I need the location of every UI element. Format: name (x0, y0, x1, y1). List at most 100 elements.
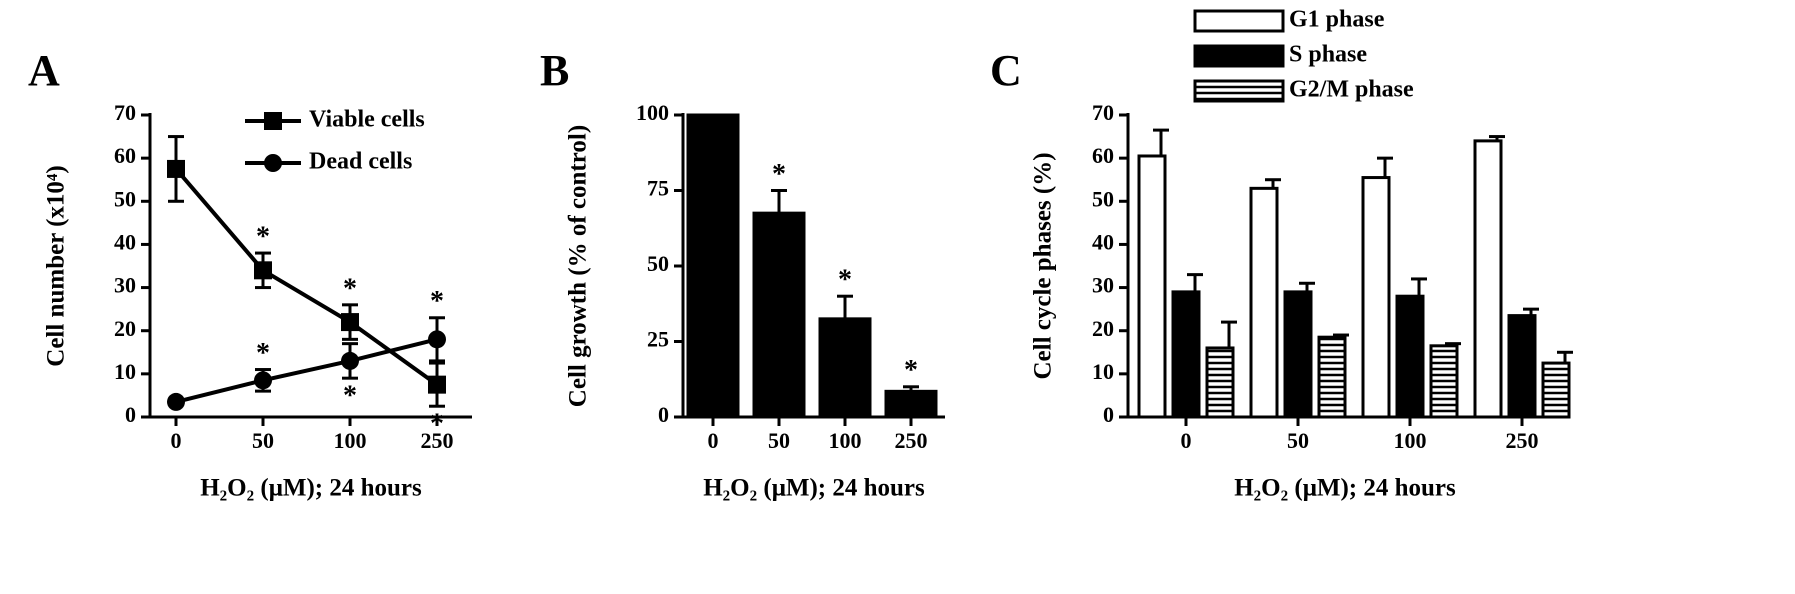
bar (1473, 139, 1503, 419)
y-tick-label: 70 (114, 100, 136, 125)
data-point (341, 351, 359, 370)
error-bar (1187, 273, 1203, 292)
x-tick-label: 250 (1506, 428, 1539, 453)
significance-marker: * (430, 409, 444, 440)
significance-marker: * (256, 221, 270, 252)
x-tick-label: 0 (171, 428, 182, 453)
error-bar (1489, 135, 1505, 141)
y-tick-label: 10 (1092, 359, 1114, 384)
bar (1361, 176, 1391, 419)
bar (686, 113, 740, 419)
y-tick-label: 40 (1092, 229, 1114, 254)
significance-marker: * (430, 286, 444, 317)
y-tick-label: 60 (1092, 143, 1114, 168)
data-point (254, 261, 272, 280)
panel-label: A (28, 46, 60, 95)
legend-label: G1 phase (1289, 7, 1385, 33)
error-bar (1333, 333, 1349, 338)
y-tick-label: 50 (1092, 186, 1114, 211)
data-point (254, 371, 272, 390)
legend-marker (264, 112, 282, 130)
significance-marker: * (904, 355, 918, 386)
x-tick-label: 100 (829, 428, 862, 453)
x-tick-label: 50 (252, 428, 274, 453)
bar (1283, 290, 1313, 419)
error-bar (1523, 307, 1539, 316)
legend-label: Dead cells (309, 149, 412, 175)
error-bar (1221, 320, 1237, 348)
y-tick-label: 10 (114, 359, 136, 384)
y-tick-label: 30 (1092, 273, 1114, 298)
y-tick-label: 0 (125, 402, 136, 427)
error-bar (1377, 156, 1393, 178)
legend-label: Viable cells (309, 107, 425, 133)
y-tick-label: 0 (1103, 402, 1114, 427)
x-axis-label: H₂O₂ (μM); 24 hours (703, 475, 925, 502)
x-tick-label: 50 (1287, 428, 1309, 453)
bar (818, 317, 872, 419)
error-bar (771, 189, 787, 214)
x-tick-label: 50 (768, 428, 790, 453)
y-tick-label: 25 (647, 327, 669, 352)
significance-marker: * (838, 265, 852, 296)
legend-swatch (1193, 44, 1285, 68)
x-axis-label: H₂O₂ (μM); 24 hours (1234, 475, 1456, 502)
y-tick-label: 0 (658, 402, 669, 427)
error-bar (1557, 350, 1573, 364)
significance-marker: * (343, 381, 357, 412)
panel-label: B (540, 46, 569, 95)
y-axis-label: Cell cycle phases (%) (1030, 152, 1057, 379)
y-tick-label: 40 (114, 229, 136, 254)
bar (1249, 186, 1279, 419)
legend-swatch (1193, 9, 1285, 33)
data-point (428, 330, 446, 349)
error-bar (1153, 128, 1169, 156)
error-bar (1265, 178, 1281, 189)
y-axis-label: Cell growth (% of control) (565, 125, 592, 407)
y-axis-label: Cell number (x10⁴) (43, 165, 70, 366)
significance-marker: * (772, 159, 786, 190)
series-line (174, 167, 439, 387)
bar (1541, 361, 1571, 419)
bar (1429, 344, 1459, 419)
x-tick-label: 250 (895, 428, 928, 453)
series-line (175, 337, 438, 404)
legend-swatch (1193, 79, 1285, 103)
data-point (428, 375, 446, 394)
bar (1395, 294, 1425, 419)
x-tick-label: 250 (421, 428, 454, 453)
bar (1137, 154, 1167, 419)
significance-marker: * (343, 273, 357, 304)
x-axis-label: H₂O₂ (μM); 24 hours (200, 475, 422, 502)
error-bar (837, 294, 853, 319)
y-tick-label: 100 (636, 100, 669, 125)
legend-label: S phase (1289, 42, 1367, 68)
x-tick-label: 0 (1181, 428, 1192, 453)
y-tick-label: 50 (647, 251, 669, 276)
bar (1205, 346, 1235, 419)
legend-label: G2/M phase (1289, 77, 1414, 103)
y-tick-label: 70 (1092, 100, 1114, 125)
y-tick-label: 50 (114, 186, 136, 211)
bar (1171, 290, 1201, 419)
bar (1507, 314, 1537, 419)
data-point (167, 159, 185, 178)
panel-label: C (990, 46, 1022, 95)
y-tick-label: 20 (1092, 316, 1114, 341)
y-tick-label: 75 (647, 176, 669, 201)
bar (1317, 335, 1347, 419)
error-bar (1299, 281, 1315, 292)
x-tick-label: 100 (1394, 428, 1427, 453)
error-bar (903, 385, 919, 392)
x-tick-label: 100 (334, 428, 367, 453)
bar (884, 389, 938, 419)
y-tick-label: 30 (114, 273, 136, 298)
error-bar (1411, 277, 1427, 297)
significance-marker: * (256, 338, 270, 369)
x-tick-label: 0 (708, 428, 719, 453)
data-point (167, 392, 185, 411)
error-bar (1445, 342, 1461, 346)
data-point (341, 313, 359, 332)
y-tick-label: 20 (114, 316, 136, 341)
